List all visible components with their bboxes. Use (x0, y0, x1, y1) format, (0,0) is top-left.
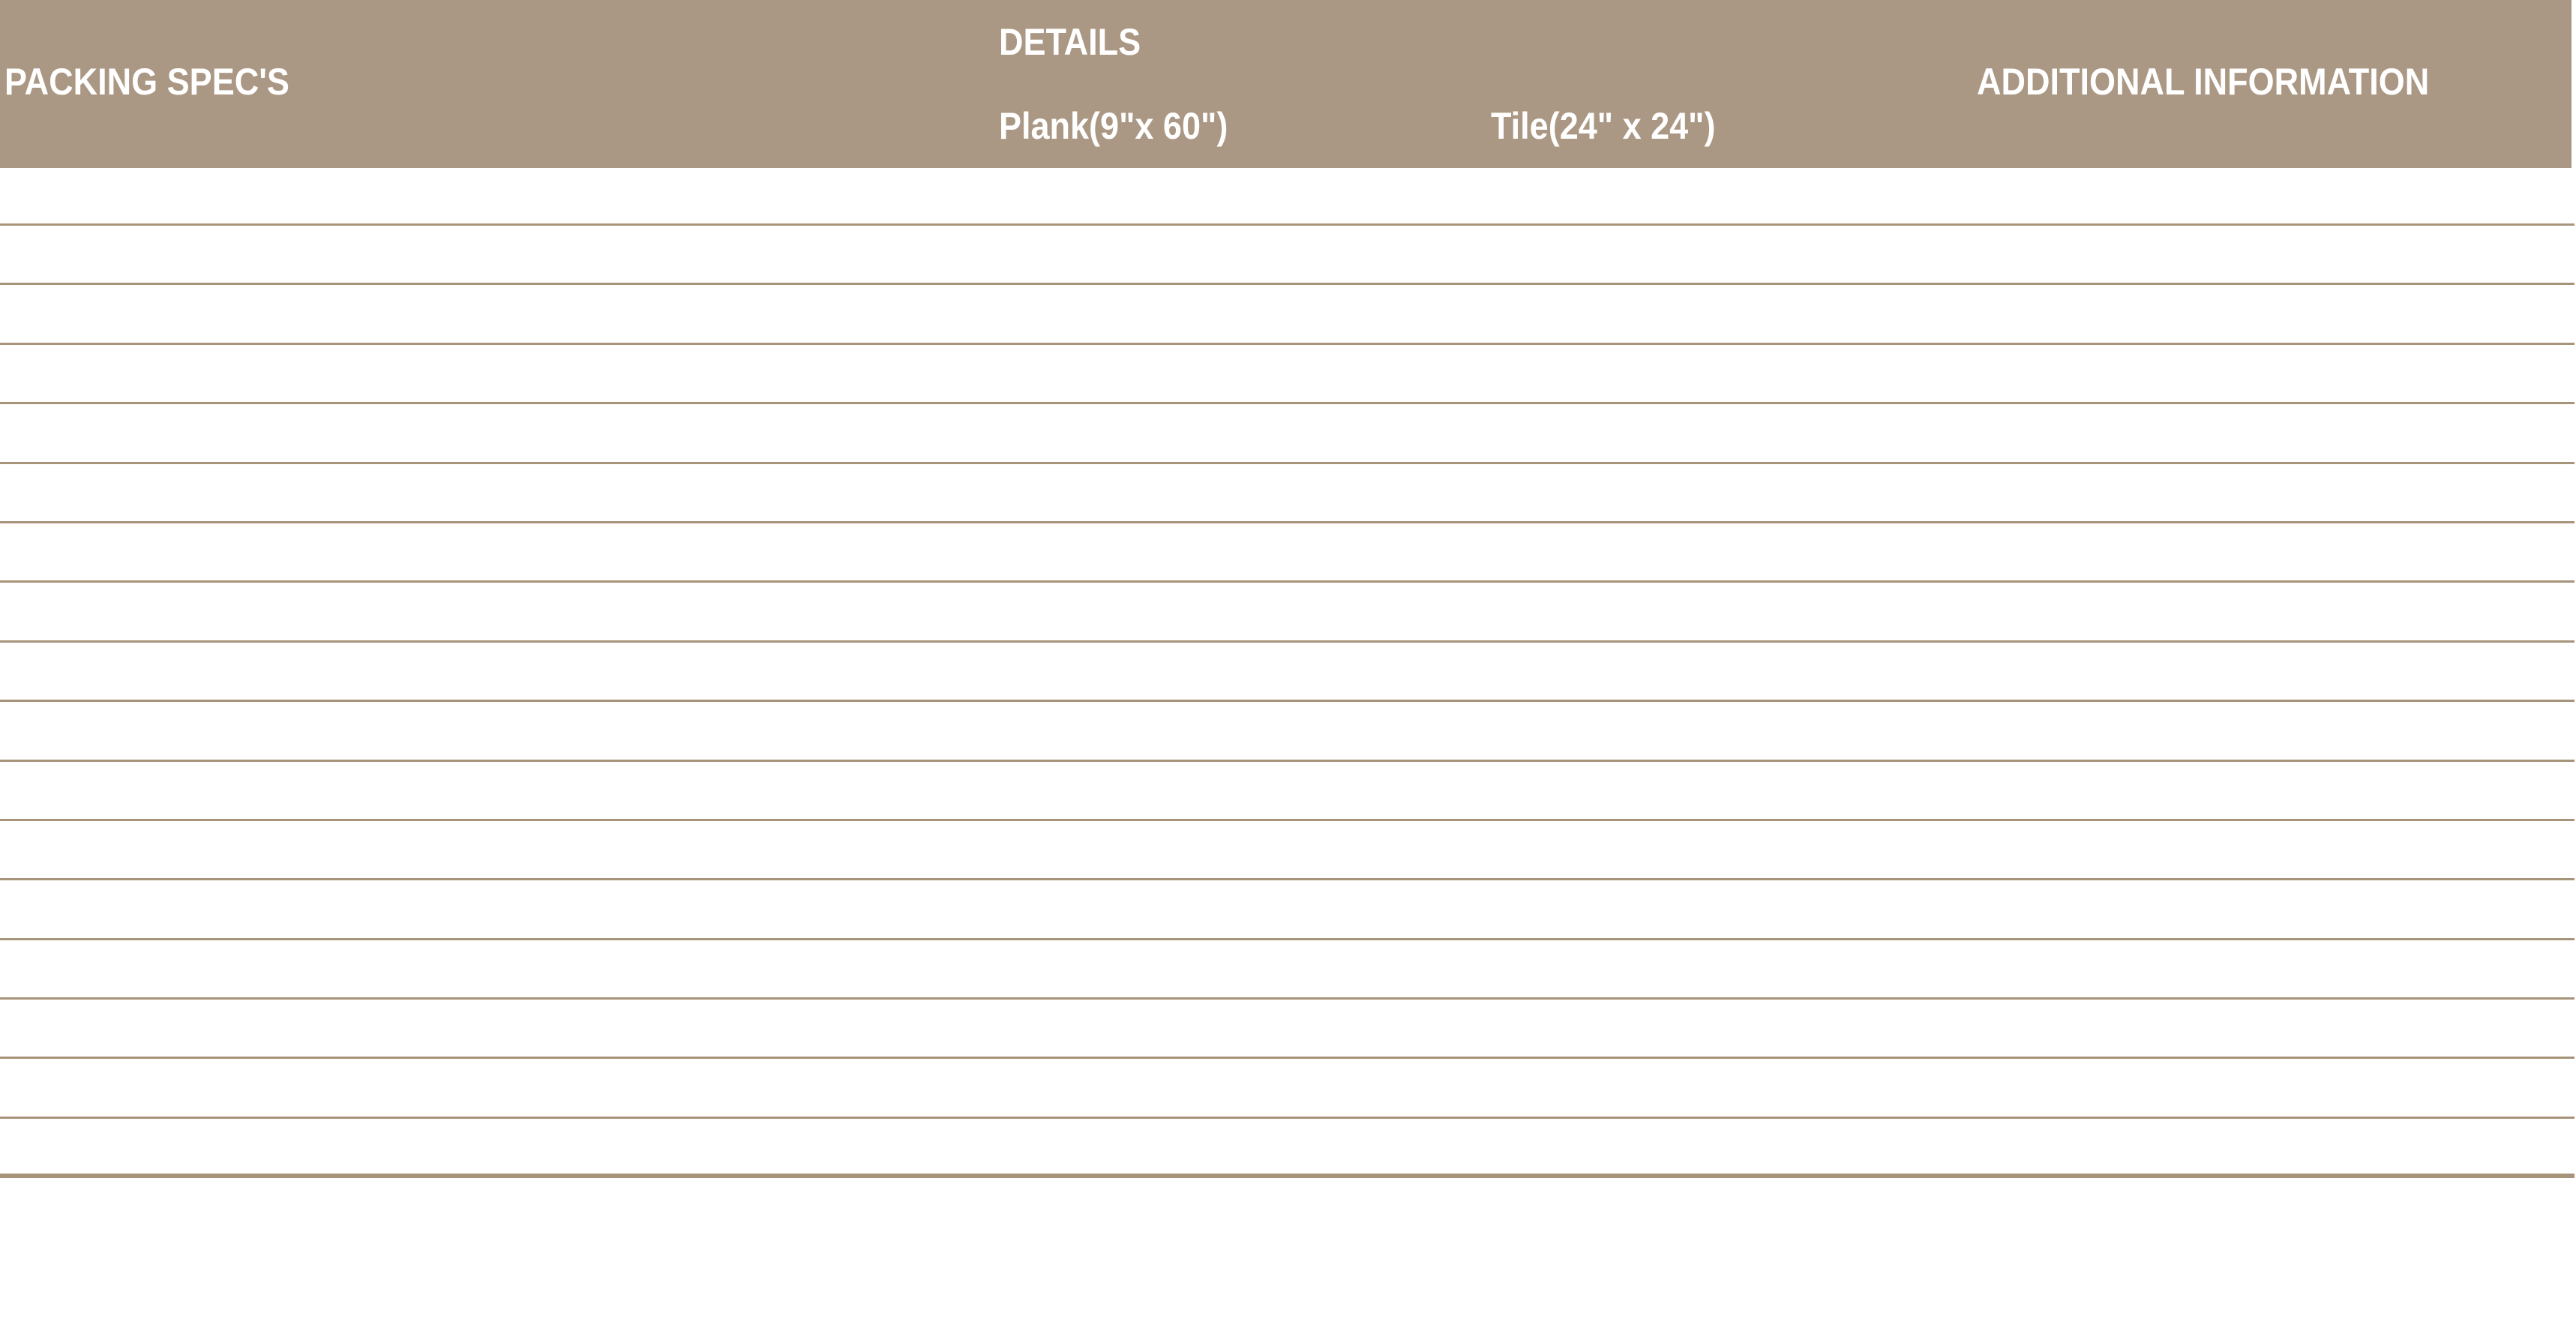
table-row (0, 642, 2575, 703)
table-row (0, 404, 2575, 464)
details-header: DETAILS (999, 21, 1141, 63)
table-row (0, 761, 2575, 821)
table-row (0, 285, 2575, 345)
table-body (0, 168, 2575, 1179)
table-row (0, 226, 2575, 286)
packing-specs-header: PACKING SPEC'S (4, 61, 289, 103)
tile-column-header: Tile(24" x 24") (1491, 105, 1716, 147)
table-row (0, 344, 2575, 405)
table-row (0, 463, 2575, 523)
table-row (0, 702, 2575, 762)
table-row (0, 1059, 2575, 1119)
table-row (0, 168, 2575, 226)
table-row (0, 583, 2575, 643)
table-row (0, 1000, 2575, 1060)
table-row (0, 820, 2575, 881)
table-header: PACKING SPEC'S DETAILS Plank(9"x 60") Ti… (0, 0, 2572, 168)
table-row (0, 523, 2575, 583)
table-row (0, 1118, 2575, 1179)
table-row (0, 940, 2575, 1000)
plank-column-header: Plank(9"x 60") (999, 105, 1228, 147)
additional-information-header: ADDITIONAL INFORMATION (1977, 61, 2430, 103)
table-row (0, 880, 2575, 940)
